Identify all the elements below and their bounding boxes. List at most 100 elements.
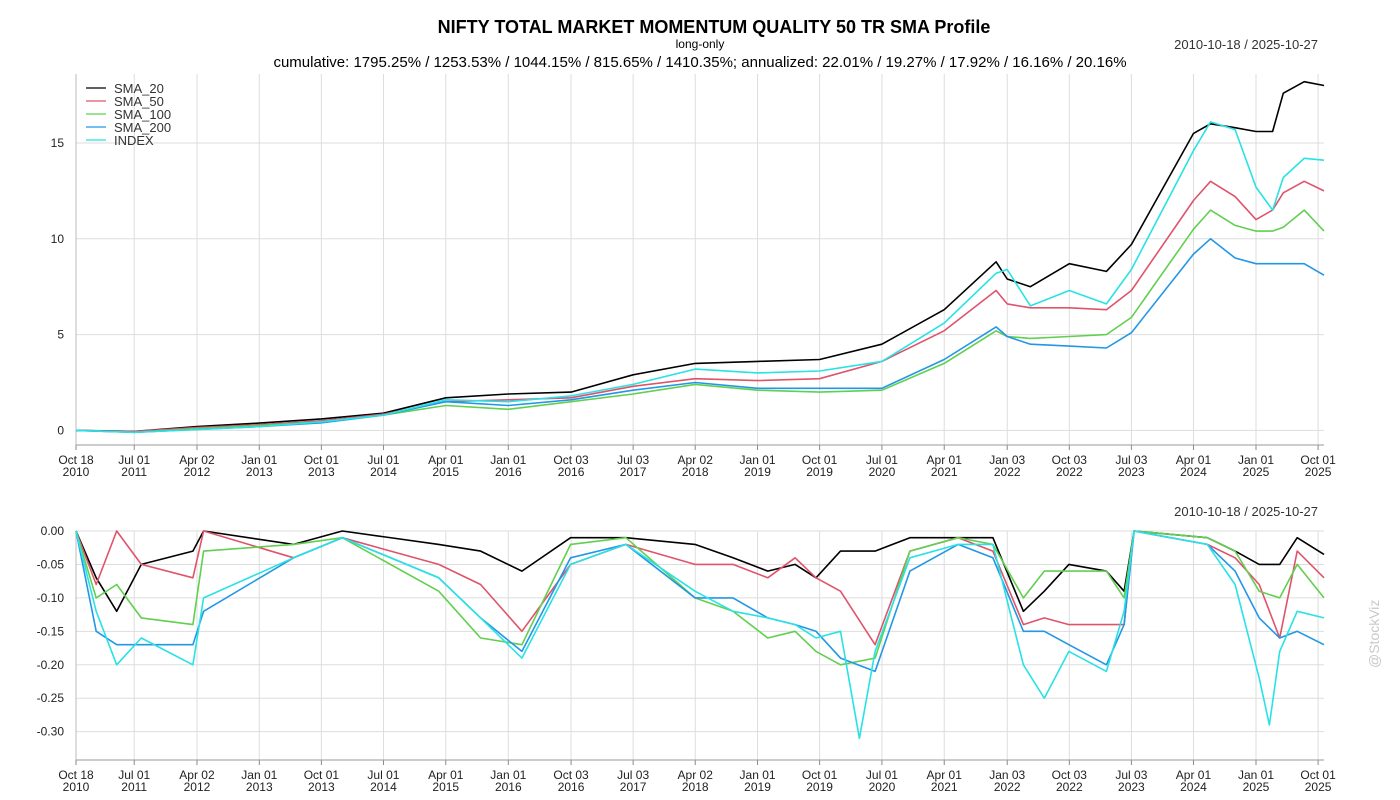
chart-title: NIFTY TOTAL MARKET MOMENTUM QUALITY 50 T… — [437, 17, 991, 37]
bottom-x-tick-year: 2022 — [1056, 780, 1083, 794]
bottom-x-tick-label: Jul 01 — [866, 768, 898, 782]
top-x-tick-label: Oct 18 — [58, 453, 94, 467]
bottom-y-tick-label: -0.15 — [37, 624, 65, 638]
legend-label-index: INDEX — [114, 133, 154, 148]
bottom-x-tick-year: 2010 — [63, 780, 90, 794]
top-x-tick-year: 2017 — [620, 465, 647, 479]
date-range-top: 2010-10-18 / 2025-10-27 — [1174, 37, 1318, 52]
bottom-y-tick-label: -0.25 — [37, 691, 65, 705]
top-y-tick-label: 15 — [51, 136, 65, 150]
legend-label-sma-50: SMA_50 — [114, 94, 164, 109]
top-series-sma-50 — [75, 180, 1325, 433]
top-x-tick-label: Jan 01 — [740, 453, 776, 467]
top-series-sma-20 — [75, 80, 1325, 433]
legend-label-sma-100: SMA_100 — [114, 107, 171, 122]
top-x-tick-year: 2025 — [1243, 465, 1270, 479]
top-x-tick-year: 2013 — [246, 465, 273, 479]
bottom-x-tick-year: 2016 — [495, 780, 522, 794]
bottom-x-tick-label: Apr 01 — [1176, 768, 1212, 782]
bottom-x-tick-year: 2018 — [682, 780, 709, 794]
performance-summary: cumulative: 1795.25% / 1253.53% / 1044.1… — [273, 54, 1127, 71]
bottom-y-tick-label: 0.00 — [41, 524, 65, 538]
top-x-tick-year: 2016 — [558, 465, 585, 479]
top-x-tick-label: Apr 02 — [678, 453, 714, 467]
top-x-tick-year: 2018 — [682, 465, 709, 479]
bottom-x-tick-label: Oct 03 — [1052, 768, 1088, 782]
bottom-x-tick-year: 2022 — [994, 780, 1021, 794]
bottom-x-tick-label: Jul 01 — [367, 768, 399, 782]
top-x-tick-label: Jul 01 — [367, 453, 399, 467]
bottom-x-tick-year: 2016 — [558, 780, 585, 794]
bottom-x-tick-label: Oct 01 — [1300, 768, 1336, 782]
bottom-series-sma-50 — [75, 530, 1325, 646]
top-x-tick-year: 2011 — [121, 465, 147, 479]
bottom-x-tick-year: 2025 — [1305, 780, 1332, 794]
date-range-bottom: 2010-10-18 / 2025-10-27 — [1174, 504, 1318, 519]
top-x-tick-label: Jan 01 — [1238, 453, 1274, 467]
bottom-x-tick-year: 2014 — [370, 780, 397, 794]
bottom-series-sma-200 — [75, 530, 1325, 673]
bottom-x-tick-label: Jan 03 — [989, 768, 1025, 782]
top-x-tick-label: Apr 01 — [927, 453, 963, 467]
bottom-x-tick-label: Jul 01 — [118, 768, 150, 782]
top-x-tick-label: Jan 03 — [989, 453, 1025, 467]
bottom-x-tick-year: 2024 — [1180, 780, 1207, 794]
top-x-tick-label: Apr 02 — [179, 453, 215, 467]
bottom-series-index — [75, 530, 1325, 740]
top-series-sma-200 — [75, 238, 1325, 434]
bottom-x-tick-label: Jan 01 — [241, 768, 277, 782]
top-x-tick-year: 2019 — [744, 465, 771, 479]
bottom-y-tick-label: -0.10 — [37, 591, 65, 605]
top-x-tick-year: 2013 — [308, 465, 335, 479]
bottom-x-tick-label: Apr 01 — [428, 768, 464, 782]
top-x-tick-year: 2014 — [370, 465, 397, 479]
top-x-tick-label: Oct 01 — [304, 453, 340, 467]
bottom-series-sma-100 — [75, 530, 1325, 666]
top-x-tick-year: 2020 — [869, 465, 896, 479]
bottom-x-tick-year: 2013 — [246, 780, 273, 794]
bottom-x-tick-year: 2019 — [744, 780, 771, 794]
bottom-x-tick-label: Oct 01 — [304, 768, 340, 782]
bottom-x-tick-label: Apr 02 — [179, 768, 215, 782]
bottom-x-tick-year: 2021 — [931, 780, 958, 794]
top-x-tick-label: Oct 03 — [1052, 453, 1088, 467]
bottom-x-tick-year: 2019 — [806, 780, 833, 794]
top-series-sma-100 — [75, 209, 1325, 434]
top-x-tick-year: 2010 — [63, 465, 90, 479]
top-y-tick-label: 0 — [57, 423, 64, 437]
bottom-x-tick-year: 2017 — [620, 780, 647, 794]
bottom-x-tick-year: 2023 — [1118, 780, 1145, 794]
top-x-tick-label: Oct 01 — [802, 453, 838, 467]
top-x-tick-year: 2016 — [495, 465, 522, 479]
bottom-x-tick-year: 2013 — [308, 780, 335, 794]
top-x-tick-label: Apr 01 — [1176, 453, 1212, 467]
bottom-y-tick-label: -0.05 — [37, 557, 65, 571]
top-x-tick-label: Jan 01 — [241, 453, 277, 467]
bottom-x-tick-label: Apr 02 — [678, 768, 714, 782]
chart-subtitle: long-only — [675, 37, 725, 51]
top-x-tick-label: Apr 01 — [428, 453, 464, 467]
top-x-tick-label: Jul 01 — [118, 453, 150, 467]
top-x-tick-year: 2022 — [1056, 465, 1083, 479]
bottom-x-tick-label: Jan 01 — [490, 768, 526, 782]
top-x-tick-year: 2019 — [806, 465, 833, 479]
bottom-x-tick-year: 2012 — [184, 780, 211, 794]
bottom-y-tick-label: -0.20 — [37, 658, 65, 672]
top-x-tick-year: 2022 — [994, 465, 1021, 479]
top-x-tick-label: Jul 03 — [617, 453, 649, 467]
top-x-tick-year: 2023 — [1118, 465, 1145, 479]
top-x-tick-label: Oct 01 — [1300, 453, 1336, 467]
bottom-x-tick-label: Jan 01 — [1238, 768, 1274, 782]
bottom-x-tick-label: Jan 01 — [740, 768, 776, 782]
legend-label-sma-20: SMA_20 — [114, 81, 164, 96]
bottom-x-tick-label: Oct 01 — [802, 768, 838, 782]
bottom-x-tick-year: 2020 — [869, 780, 896, 794]
bottom-x-tick-year: 2015 — [432, 780, 459, 794]
top-series-index — [75, 121, 1325, 434]
top-x-tick-label: Jul 01 — [866, 453, 898, 467]
bottom-x-tick-label: Apr 01 — [927, 768, 963, 782]
bottom-x-tick-label: Jul 03 — [617, 768, 649, 782]
top-x-tick-label: Jan 01 — [490, 453, 526, 467]
top-x-tick-year: 2012 — [184, 465, 211, 479]
